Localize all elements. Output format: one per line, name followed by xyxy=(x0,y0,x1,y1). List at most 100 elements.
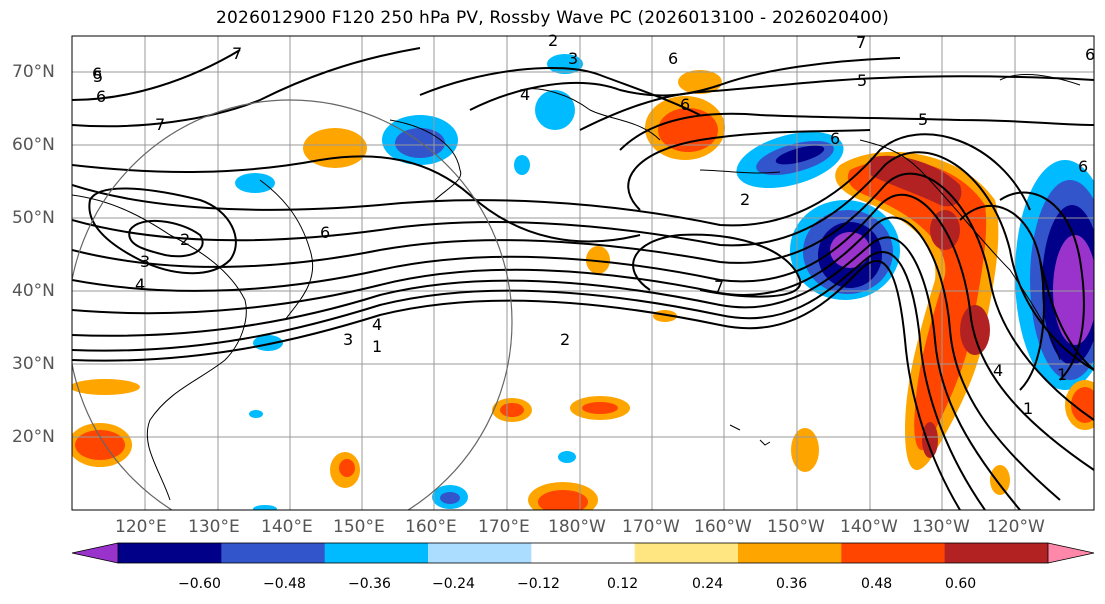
lon-label: 120°E xyxy=(115,517,167,537)
anomaly-neg xyxy=(253,335,283,351)
colorbar-tick-label: 0.24 xyxy=(692,576,724,592)
contour-label: 3 xyxy=(343,330,353,349)
contour-label: 6 xyxy=(680,95,690,114)
pv-contours xyxy=(72,47,1094,510)
anomaly-pos xyxy=(500,403,524,417)
lon-label: 160°E xyxy=(405,517,457,537)
contour-label: 1 xyxy=(1023,399,1033,418)
colorbar-swatch xyxy=(841,543,946,563)
contour-label: 1 xyxy=(372,337,382,356)
anomaly-neg xyxy=(235,173,275,193)
contour-label: 1 xyxy=(1057,365,1067,384)
gridlines xyxy=(72,36,1094,510)
lon-label: 150°W xyxy=(767,517,825,537)
contour-label: 6 xyxy=(668,49,678,68)
colorbar-extend-low xyxy=(72,543,118,563)
chart-title: 2026012900 F120 250 hPa PV, Rossby Wave … xyxy=(216,8,889,28)
anomaly-pos xyxy=(303,128,367,168)
lat-label: 50°N xyxy=(12,208,55,228)
contour-label: 7 xyxy=(155,115,165,134)
anomaly-neg xyxy=(514,155,530,175)
anomaly-pos xyxy=(870,155,962,207)
anomaly-pos xyxy=(586,246,610,274)
anomaly-pos xyxy=(922,422,938,458)
colorbar-swatch xyxy=(118,543,222,563)
lat-label: 40°N xyxy=(12,281,55,301)
contour-label: 2 xyxy=(180,230,190,249)
anomaly-pos xyxy=(990,465,1010,495)
colorbar-tick-label: −0.24 xyxy=(432,576,475,592)
contour-label: 4 xyxy=(520,85,530,104)
contour-label: 6 xyxy=(92,64,102,83)
contour-label: 4 xyxy=(993,361,1003,380)
anomaly-pos xyxy=(1071,387,1094,423)
anomaly-pos xyxy=(582,402,618,414)
colorbar-swatch xyxy=(324,543,429,563)
anomaly-neg xyxy=(440,492,460,504)
contour-label: 7 xyxy=(714,277,724,296)
anomaly-pos xyxy=(339,459,355,477)
colorbar-outline xyxy=(117,542,1049,564)
contour-label: 4 xyxy=(372,315,382,334)
contour-label: 6 xyxy=(96,87,106,106)
contour-label: 2 xyxy=(548,31,558,50)
lat-label: 70°N xyxy=(12,62,55,82)
colorbar-tick-label: −0.36 xyxy=(348,576,391,592)
lon-label: 120°W xyxy=(987,517,1045,537)
anomaly-pos xyxy=(538,490,588,510)
anomaly-neg xyxy=(775,145,825,165)
contour-label: 6 xyxy=(1078,157,1088,176)
lat-label: 30°N xyxy=(12,354,55,374)
lat-label: 60°N xyxy=(12,135,55,155)
colorbar-tick-label: 0.36 xyxy=(776,576,808,592)
contour-label: 2 xyxy=(740,190,750,209)
contour-label: 5 xyxy=(918,110,928,129)
contour-label: 6 xyxy=(1085,45,1095,64)
contour-label: 7 xyxy=(232,44,242,63)
anomaly-neg xyxy=(395,128,445,158)
colorbar-swatch xyxy=(221,543,326,563)
anomaly-neg xyxy=(535,90,575,130)
colorbar xyxy=(71,542,1095,564)
contour-label: 3 xyxy=(568,49,578,68)
colorbar-extend-high xyxy=(1048,543,1094,563)
anomaly-neg xyxy=(249,410,263,418)
anomaly-neg xyxy=(253,505,277,510)
lon-label: 140°E xyxy=(261,517,313,537)
anomaly-pos xyxy=(658,108,718,152)
colorbar-swatch xyxy=(531,543,636,563)
anomaly-neg xyxy=(558,451,576,463)
contour-label: 7 xyxy=(856,33,866,52)
lon-label: 130°E xyxy=(188,517,240,537)
colorbar-tick-label: 0.48 xyxy=(861,576,893,592)
map-frame xyxy=(71,35,1095,511)
colorbar-tick-label: −0.12 xyxy=(517,576,560,592)
lon-label: 170°E xyxy=(478,517,530,537)
anomaly-pos xyxy=(791,428,819,472)
anomaly-neg xyxy=(1053,235,1094,345)
lon-label: 170°W xyxy=(622,517,680,537)
lon-label: 140°W xyxy=(840,517,898,537)
lon-label: 160°W xyxy=(694,517,752,537)
lon-label: 180°W xyxy=(548,517,606,537)
highlight-circle xyxy=(72,99,513,510)
contour-label: 5 xyxy=(857,71,867,90)
colorbar-tick-label: −0.60 xyxy=(178,576,221,592)
contour-label: 3 xyxy=(140,252,150,271)
colorbar-swatch xyxy=(738,543,842,563)
contour-label: 6 xyxy=(830,129,840,148)
lon-label: 150°E xyxy=(333,517,385,537)
colorbar-tick-label: 0.60 xyxy=(945,576,977,592)
anomaly-pos xyxy=(960,305,990,355)
contour-label: 6 xyxy=(320,223,330,242)
contour-label: 5 xyxy=(93,67,103,86)
coastlines xyxy=(72,74,1081,501)
colorbar-tick-label: 0.12 xyxy=(607,576,639,592)
colorbar-tick-label: −0.48 xyxy=(263,576,306,592)
colorbar-swatch xyxy=(634,543,739,563)
contour-label: 4 xyxy=(135,275,145,294)
anomaly-pos xyxy=(72,379,140,395)
contour-labels: 7 2 3 6 4 6 7 5 6 5 2 3 4 2 6 7 6 3 4 5 … xyxy=(92,31,1095,418)
contour-label: 2 xyxy=(560,330,570,349)
